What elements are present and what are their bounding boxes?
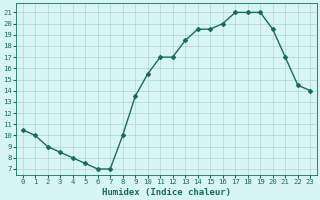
X-axis label: Humidex (Indice chaleur): Humidex (Indice chaleur) — [102, 188, 231, 197]
